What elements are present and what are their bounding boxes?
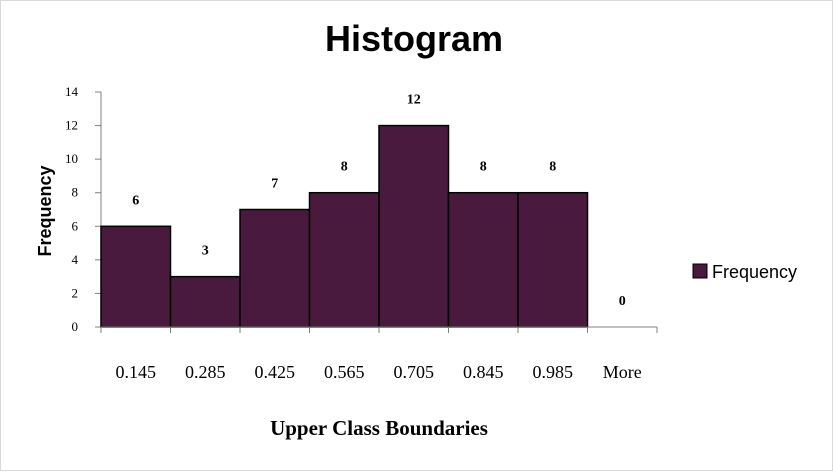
y-tick-label: 14	[65, 84, 79, 99]
y-tick-label: 10	[65, 151, 78, 166]
x-tick-label: 0.425	[255, 362, 296, 382]
x-tick-label: 0.845	[463, 362, 504, 382]
x-tick-label: 0.145	[116, 362, 157, 382]
x-tick-label: More	[603, 362, 642, 382]
x-tick-label: 0.985	[533, 362, 574, 382]
data-label: 7	[271, 177, 278, 192]
bar	[239, 208, 311, 328]
y-tick-label: 0	[72, 319, 79, 334]
data-label: 12	[407, 93, 421, 108]
y-tick-label: 12	[65, 118, 78, 133]
bar	[100, 225, 172, 328]
data-label: 8	[480, 160, 487, 175]
bar	[169, 275, 241, 328]
data-label: 6	[132, 193, 139, 208]
y-axis-label: Frequency	[35, 165, 55, 256]
plot-area: 0 2 4 6 8 10 12 14 6 3 7 8 12 8 8 0 0.145 0.285 0.425 0.565…	[65, 84, 658, 382]
y-tick-label: 4	[72, 252, 79, 267]
data-label: 0	[619, 294, 626, 309]
x-tick-label: 0.285	[185, 362, 226, 382]
data-label: 3	[202, 244, 209, 259]
x-tick-label: 0.565	[324, 362, 365, 382]
legend-label: Frequency	[712, 262, 797, 282]
y-tick-label: 2	[72, 285, 79, 300]
x-tick-label: 0.705	[394, 362, 435, 382]
data-label: 8	[341, 160, 348, 175]
x-axis-label: Upper Class Boundaries	[270, 416, 488, 440]
y-tick-label: 8	[72, 185, 79, 200]
bar	[447, 191, 519, 328]
bar	[378, 124, 450, 328]
data-label: 8	[549, 160, 556, 175]
legend-swatch	[692, 263, 708, 279]
y-tick-label: 6	[72, 218, 79, 233]
legend: Frequency	[692, 262, 797, 282]
chart-title: Histogram	[325, 18, 503, 59]
bar	[308, 191, 380, 328]
bar	[517, 191, 589, 328]
